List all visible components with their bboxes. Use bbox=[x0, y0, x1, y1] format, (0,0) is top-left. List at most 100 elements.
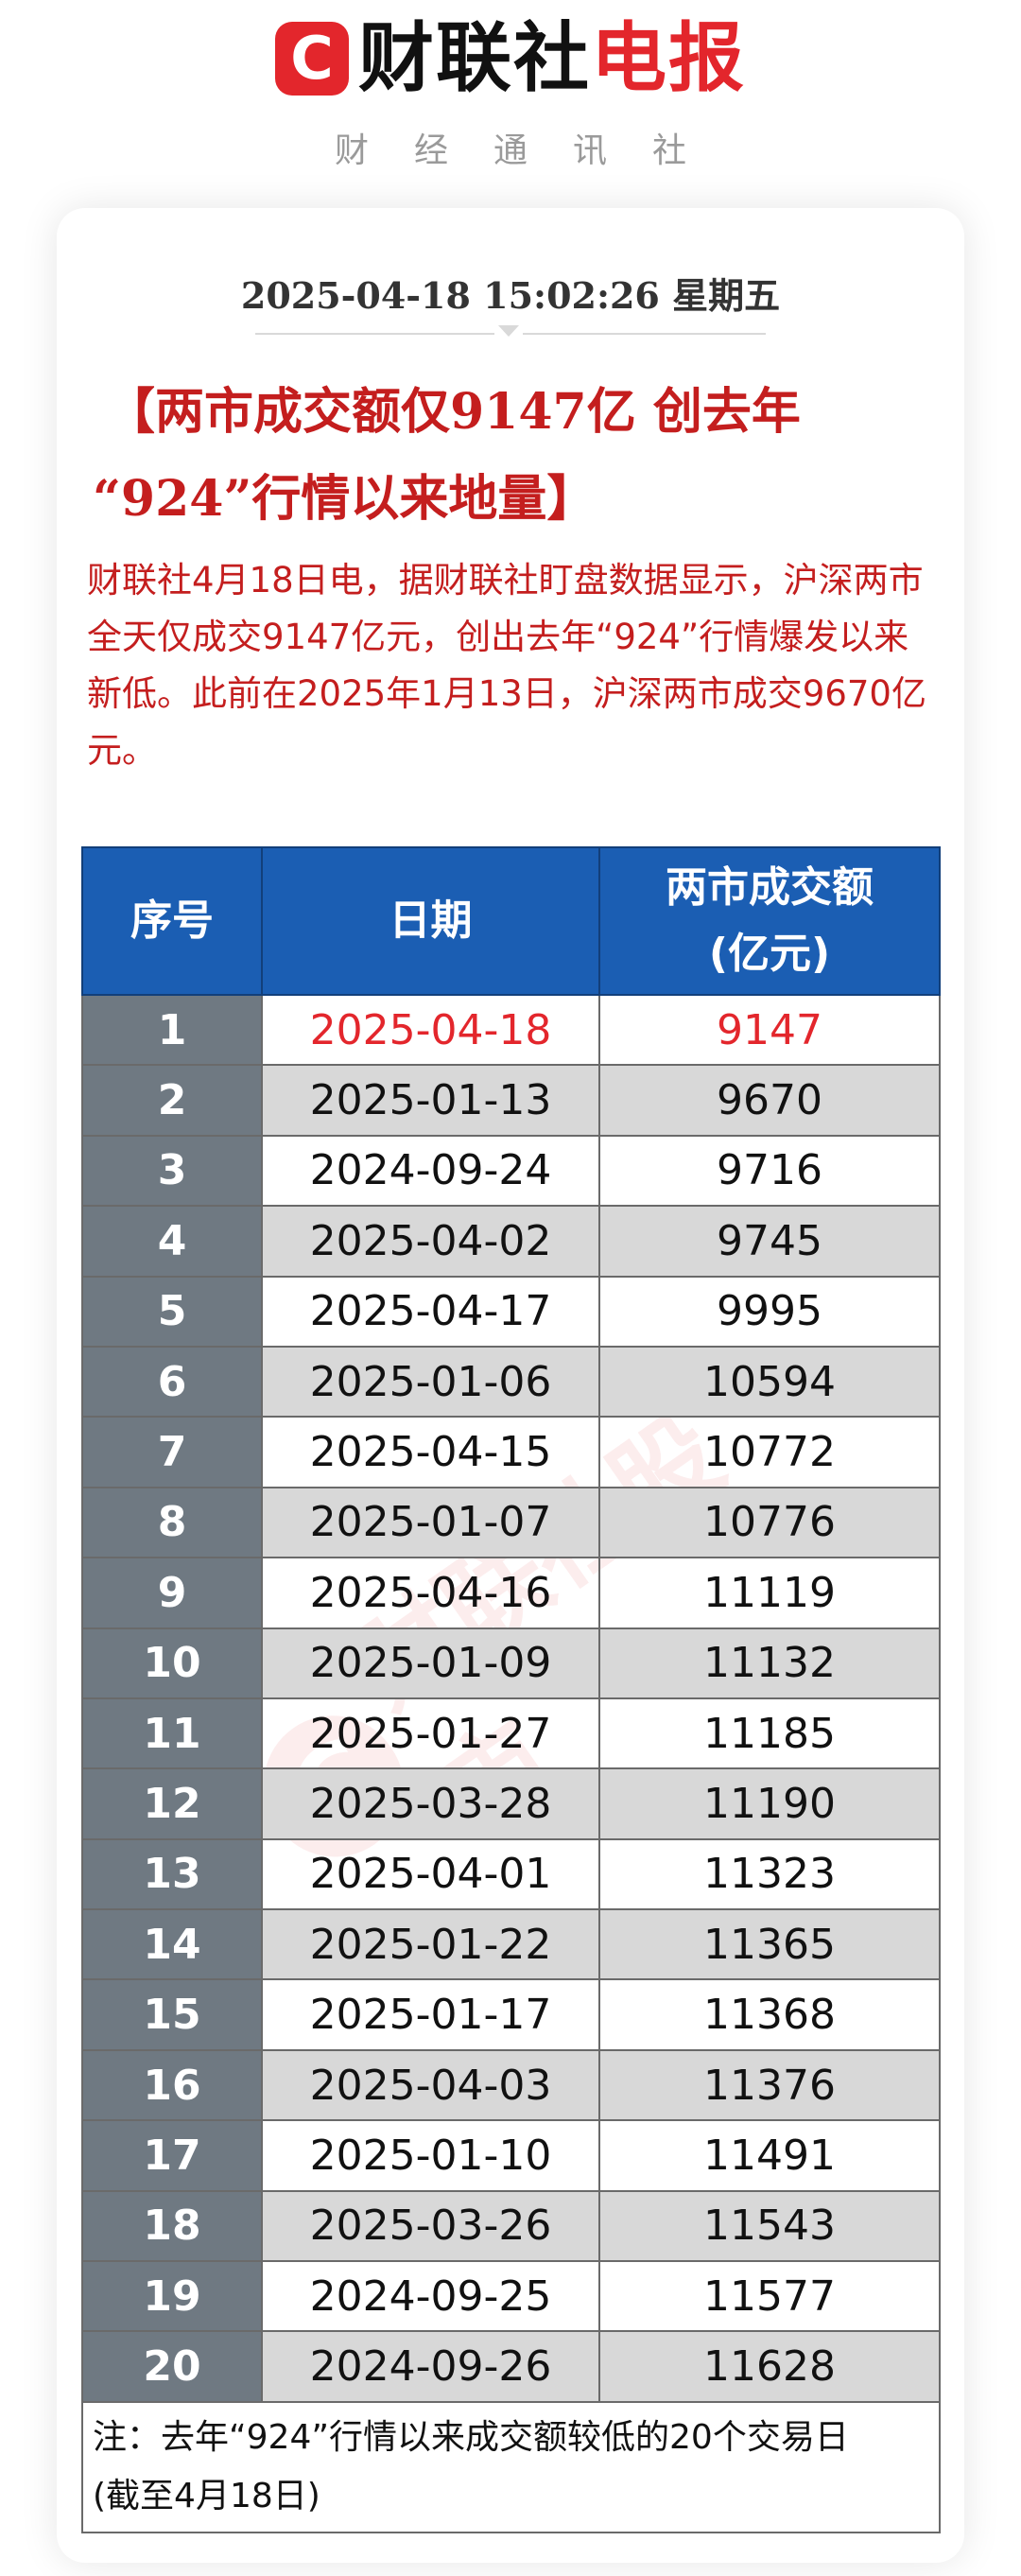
row-date: 2025-03-26 bbox=[261, 2189, 600, 2263]
row-index: 18 bbox=[81, 2189, 263, 2263]
table-note-row: 注：去年“924”行情以来成交额较低的20个交易日 (截至4月18日) bbox=[81, 2400, 941, 2533]
row-turnover: 11376 bbox=[598, 2048, 941, 2122]
cls-logo-icon: C bbox=[275, 22, 349, 96]
row-index: 17 bbox=[81, 2119, 263, 2192]
row-date: 2025-04-01 bbox=[261, 1837, 600, 1911]
row-index: 5 bbox=[81, 1275, 263, 1348]
row-turnover: 9716 bbox=[598, 1134, 941, 1208]
row-date: 2025-04-15 bbox=[261, 1416, 600, 1488]
row-date: 2025-01-10 bbox=[261, 2119, 600, 2192]
publish-datetime: 2025-04-18 15:02:26 星期五 bbox=[240, 274, 781, 317]
row-date: 2025-01-07 bbox=[261, 1486, 600, 1559]
row-index: 4 bbox=[81, 1205, 263, 1278]
row-turnover: 11365 bbox=[598, 1908, 941, 1981]
header-turnover-label: 两市成交额 bbox=[666, 863, 874, 912]
row-index: 15 bbox=[81, 1978, 263, 2051]
table-note: 注：去年“924”行情以来成交额较低的20个交易日 (截至4月18日) bbox=[81, 2400, 941, 2533]
table-row: 4 2025-04-02 9745 bbox=[81, 1205, 941, 1278]
row-turnover: 11119 bbox=[598, 1557, 941, 1629]
row-date: 2025-01-17 bbox=[261, 1978, 600, 2051]
header-turnover: 两市成交额 (亿元) bbox=[598, 846, 941, 996]
row-turnover: 11323 bbox=[598, 1837, 941, 1911]
turnover-table: 序号 日期 两市成交额 (亿元) 1 2025-04-18 9147 2 2025-01… bbox=[81, 846, 941, 2533]
row-date: 2025-01-06 bbox=[261, 1345, 600, 1419]
row-index: 11 bbox=[81, 1697, 263, 1770]
headline: 【两市成交额仅9147亿 创去年 “924”行情以来地量】 bbox=[93, 369, 928, 543]
row-index: 8 bbox=[81, 1486, 263, 1559]
row-turnover: 9670 bbox=[598, 1064, 941, 1137]
logo-letter: C bbox=[290, 24, 334, 93]
row-turnover: 10776 bbox=[598, 1486, 941, 1559]
table-header-row: 序号 日期 两市成交额 (亿元) bbox=[81, 846, 941, 996]
table-body: 1 2025-04-18 9147 2 2025-01-13 9670 3 2024-09-2… bbox=[81, 993, 941, 2403]
row-date: 2024-09-24 bbox=[261, 1134, 600, 1208]
row-index: 14 bbox=[81, 1908, 263, 1981]
row-index: 6 bbox=[81, 1345, 263, 1419]
row-date: 2025-01-09 bbox=[261, 1627, 600, 1699]
table-row: 12 2025-03-28 11190 bbox=[81, 1767, 941, 1840]
row-turnover: 9147 bbox=[598, 993, 941, 1067]
row-index: 9 bbox=[81, 1557, 263, 1629]
row-date: 2025-01-13 bbox=[261, 1064, 600, 1137]
row-turnover: 11577 bbox=[598, 2260, 941, 2333]
table-row: 3 2024-09-24 9716 bbox=[81, 1134, 941, 1208]
row-date: 2025-03-28 bbox=[261, 1767, 600, 1840]
row-date: 2024-09-26 bbox=[261, 2330, 600, 2403]
brand-subtitle: 财经通讯社 bbox=[334, 131, 732, 170]
row-turnover: 11628 bbox=[598, 2330, 941, 2403]
table-row: 5 2025-04-17 9995 bbox=[81, 1275, 941, 1348]
row-date: 2025-04-16 bbox=[261, 1557, 600, 1629]
row-date: 2025-04-03 bbox=[261, 2048, 600, 2122]
row-turnover: 10594 bbox=[598, 1345, 941, 1419]
row-index: 16 bbox=[81, 2048, 263, 2122]
brand-name: 财联社电报 bbox=[358, 21, 746, 96]
divider-notch-icon bbox=[494, 325, 523, 340]
table-row: 8 2025-01-07 10776 bbox=[81, 1486, 941, 1559]
row-date: 2024-09-25 bbox=[261, 2260, 600, 2333]
table-row: 7 2025-04-15 10772 bbox=[81, 1416, 941, 1488]
row-turnover: 9995 bbox=[598, 1275, 941, 1348]
row-turnover: 11491 bbox=[598, 2119, 941, 2192]
row-turnover: 11185 bbox=[598, 1697, 941, 1770]
row-date: 2025-04-02 bbox=[261, 1205, 600, 1278]
row-turnover: 9745 bbox=[598, 1205, 941, 1278]
row-turnover: 11368 bbox=[598, 1978, 941, 2051]
table-row: 2 2025-01-13 9670 bbox=[81, 1064, 941, 1137]
brand-logo: C 财联社电报 bbox=[0, 21, 1021, 96]
row-index: 1 bbox=[81, 993, 263, 1067]
table-note-line-2: (截至4月18日) bbox=[93, 2476, 320, 2515]
header-date: 日期 bbox=[261, 846, 600, 996]
header-index: 序号 bbox=[81, 846, 263, 996]
header-turnover-unit: (亿元) bbox=[708, 930, 831, 978]
row-index: 2 bbox=[81, 1064, 263, 1137]
row-index: 7 bbox=[81, 1416, 263, 1488]
row-turnover: 10772 bbox=[598, 1416, 941, 1488]
table-row: 14 2025-01-22 11365 bbox=[81, 1908, 941, 1981]
table-row: 9 2025-04-16 11119 bbox=[81, 1557, 941, 1629]
table-row: 10 2025-01-09 11132 bbox=[81, 1627, 941, 1699]
row-date: 2025-01-27 bbox=[261, 1697, 600, 1770]
row-index: 12 bbox=[81, 1767, 263, 1840]
table-row: 11 2025-01-27 11185 bbox=[81, 1697, 941, 1770]
row-index: 19 bbox=[81, 2260, 263, 2333]
row-index: 13 bbox=[81, 1837, 263, 1911]
table-row: 20 2024-09-26 11628 bbox=[81, 2330, 941, 2403]
row-turnover: 11190 bbox=[598, 1767, 941, 1840]
row-index: 10 bbox=[81, 1627, 263, 1699]
row-turnover: 11132 bbox=[598, 1627, 941, 1699]
brand-name-red: 电报 bbox=[591, 14, 746, 102]
table-row: 16 2025-04-03 11376 bbox=[81, 2048, 941, 2122]
row-index: 3 bbox=[81, 1134, 263, 1208]
row-date: 2025-01-22 bbox=[261, 1908, 600, 1981]
table-row: 19 2024-09-25 11577 bbox=[81, 2260, 941, 2333]
table-row: 15 2025-01-17 11368 bbox=[81, 1978, 941, 2051]
table-row: 1 2025-04-18 9147 bbox=[81, 993, 941, 1067]
row-turnover: 11543 bbox=[598, 2189, 941, 2263]
row-date: 2025-04-17 bbox=[261, 1275, 600, 1348]
table-note-line-1: 注：去年“924”行情以来成交额较低的20个交易日 bbox=[93, 2417, 849, 2457]
masthead: C 财联社电报 财经通讯社 bbox=[0, 0, 1021, 180]
article-body: 财联社4月18日电，据财联社盯盘数据显示，沪深两市全天仅成交9147亿元，创出去… bbox=[87, 560, 926, 771]
table-row: 18 2025-03-26 11543 bbox=[81, 2189, 941, 2263]
headline-line-1: 【两市成交额仅9147亿 创去年 bbox=[106, 383, 801, 441]
headline-line-2: “924”行情以来地量】 bbox=[93, 470, 597, 528]
